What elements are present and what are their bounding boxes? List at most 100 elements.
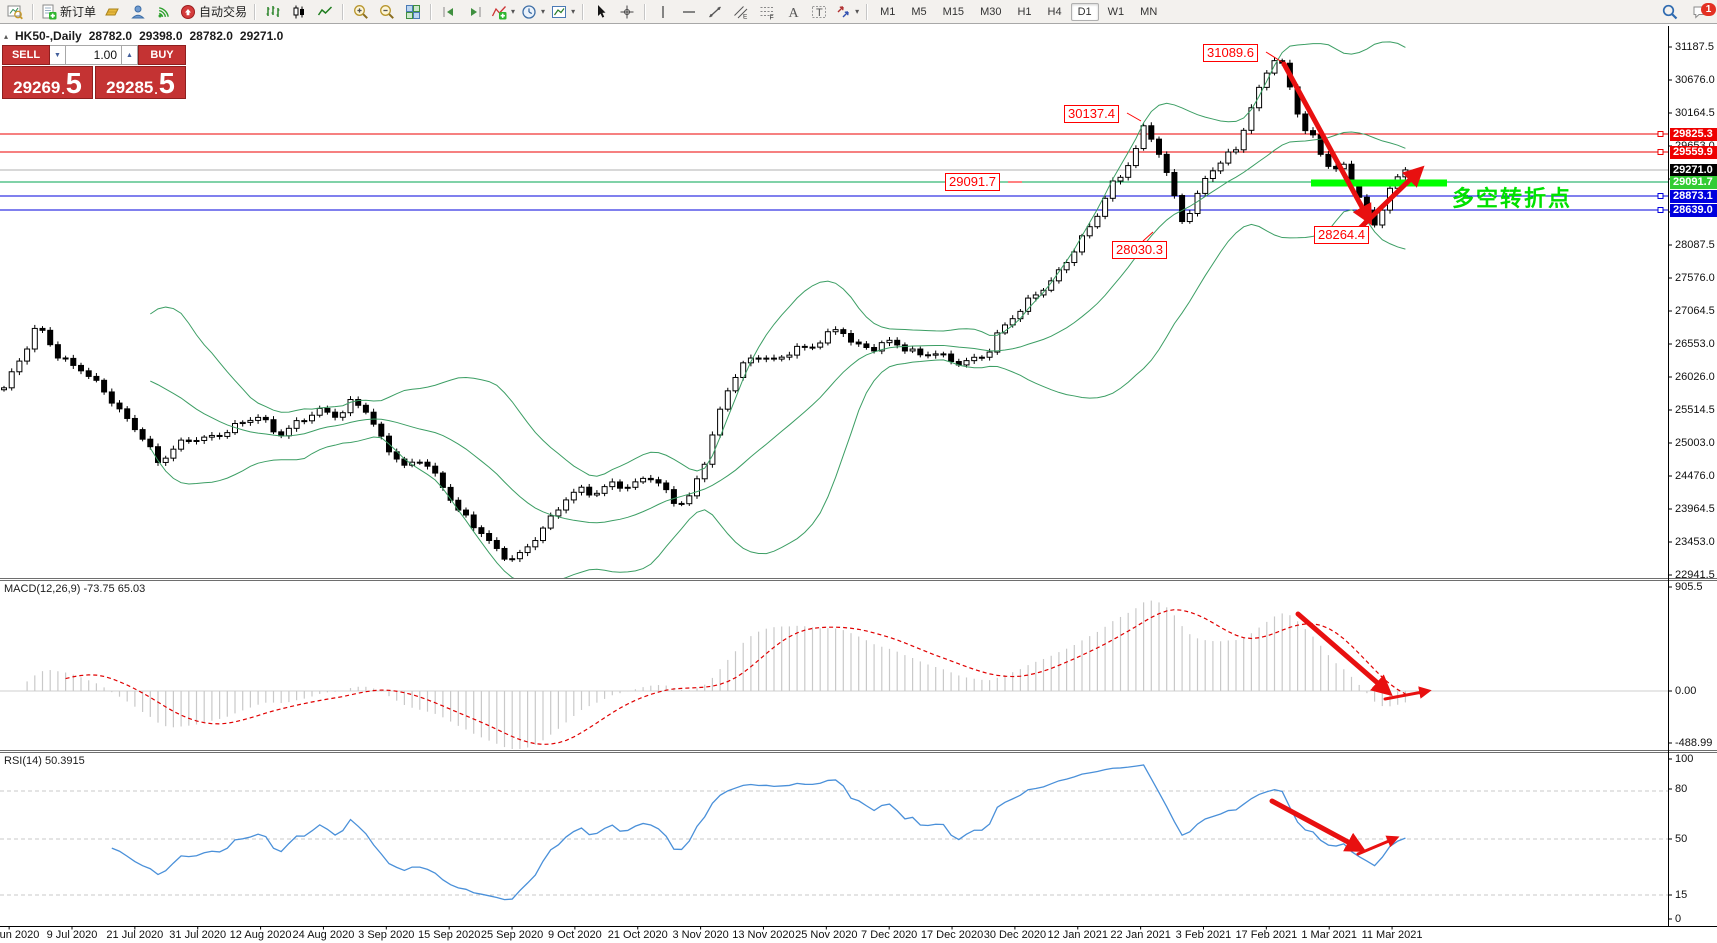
svg-text:E: E [743,13,748,20]
level-marker[interactable] [1657,149,1664,155]
date-tick-label: 7 Dec 2020 [861,929,918,941]
templates-button[interactable]: ▾ [548,1,578,23]
vline-icon [662,5,664,18]
timeframe-m5-button[interactable]: M5 [911,5,927,18]
bollinger-bands [149,41,1406,578]
timeframe-m15-button[interactable]: M15 [942,5,965,18]
trend-arrow[interactable] [1354,165,1425,234]
date-tick-label: 21 Jul 2020 [106,929,164,941]
timeframe-w1-button[interactable]: W1 [1107,5,1125,18]
linechart-icon [317,5,333,15]
text-label-button[interactable]: T [806,1,832,23]
search-button[interactable] [1657,1,1683,23]
cursor-button[interactable] [588,1,614,23]
date-tick-label: 22 Jan 2021 [1110,929,1171,941]
trend-arrow[interactable] [1281,61,1373,226]
toolbar-right-group: 1 [1657,0,1716,23]
market-button[interactable] [99,1,125,23]
cursor-icon [598,4,606,18]
date-tick-label: 3 Sep 2020 [358,929,415,941]
periods-dropdown-caret[interactable]: ▾ [541,7,546,16]
candles-icon [293,5,305,18]
timeframe-d1-button[interactable]: D1 [1070,2,1099,21]
equidistant-channel-button[interactable]: E [728,1,754,23]
text-button[interactable]: A [780,1,806,23]
trendline-button[interactable] [702,1,728,23]
auto-scroll-button[interactable] [436,1,462,23]
timeframe-h1-button[interactable]: H1 [1017,5,1032,18]
zoom-out-button[interactable] [374,1,400,23]
level-marker[interactable] [1657,131,1664,137]
price-marker-29091.7[interactable]: 29091.7 [945,173,1000,191]
volume-decrement-button[interactable]: ▼ [50,45,66,65]
tile-windows-button[interactable] [400,1,426,23]
templates-dropdown-caret[interactable]: ▾ [571,7,576,16]
indicators-dropdown-caret[interactable]: ▾ [511,7,516,16]
ohlc-low: 28782.0 [189,29,233,43]
notifications-button[interactable]: 1 [1687,1,1716,23]
bar-chart-mode-button[interactable] [260,1,286,23]
vertical-line-button[interactable] [650,1,676,23]
candlestick-mode-button[interactable] [286,1,312,23]
price-tick-label: 26026.0 [1675,371,1715,383]
level-marker[interactable] [1657,207,1664,213]
main-chart-pane[interactable] [0,26,1717,578]
trend-arrow[interactable] [1295,611,1393,697]
autotrading-button[interactable]: 自动交易 [177,1,250,23]
date-tick-label: 9 Jul 2020 [46,929,98,941]
chart-shift-button[interactable] [462,1,488,23]
timeframe-mn-button[interactable]: MN [1140,5,1158,18]
autotrade-icon [181,4,196,19]
arrows-tool-dropdown-caret[interactable]: ▾ [855,7,860,16]
line-chart-mode-button[interactable] [312,1,338,23]
new-order-button[interactable]: 新订单 [38,1,99,23]
new-order-label: 新订单 [60,5,97,19]
level-marker[interactable] [1657,193,1664,199]
volume-increment-button[interactable]: ▲ [122,45,138,65]
new-chart-button[interactable] [2,1,28,23]
one-click-toggle-icon[interactable]: ▴ [4,31,9,41]
volume-input[interactable]: 1.00 [66,45,122,65]
arrows-tool-button[interactable]: ▾ [832,1,862,23]
timeframe-m30-button[interactable]: M30 [980,5,1002,18]
date-tick-label: 9 Oct 2020 [547,929,602,941]
symbol-title: HK50-,Daily [15,29,82,43]
date-tick-label: 17 Feb 2021 [1235,929,1298,941]
zoom-in-button[interactable] [348,1,374,23]
date-tick-label: 25 Jun 2020 [0,929,40,941]
price-marker-28030.3[interactable]: 28030.3 [1112,241,1167,259]
horizontal-line-button[interactable] [676,1,702,23]
date-tick-label: 31 Jul 2020 [169,929,227,941]
date-tick-label: 25 Nov 2020 [795,929,858,941]
macd-axis-label: -488.99 [1675,737,1713,749]
fibonacci-retracement-button[interactable]: F [754,1,780,23]
trend-arrow[interactable] [1356,835,1400,856]
autoscroll-icon [443,6,454,17]
timeframe-h4-button[interactable]: H4 [1047,5,1062,18]
community-button[interactable] [125,1,151,23]
crosshair-button[interactable] [614,1,640,23]
trend-arrow[interactable] [1383,686,1432,701]
timeframe-m1-button[interactable]: M1 [880,5,896,18]
indicators-button[interactable]: ▾ [488,1,518,23]
date-tick-label: 12 Jan 2021 [1047,929,1109,941]
price-marker-30137.4[interactable]: 30137.4 [1064,105,1119,123]
price-tick-label: 26553.0 [1675,338,1715,350]
signals-button[interactable] [151,1,177,23]
svg-text:F: F [770,14,774,20]
trend-arrow[interactable] [1269,798,1367,852]
price-tick-label: 22941.5 [1675,569,1715,581]
turning-point-annotation[interactable]: 多空转折点 [1452,186,1573,211]
sell-price[interactable]: 29269. 5 [2,66,93,99]
svg-text:A: A [789,6,800,20]
sell-button[interactable]: SELL [2,45,50,65]
buy-button[interactable]: BUY [138,45,186,65]
price-level-badge: 29091.7 [1670,175,1717,189]
price-marker-28264.4[interactable]: 28264.4 [1314,226,1369,244]
hline-icon [683,10,696,13]
buy-price[interactable]: 29285. 5 [95,66,186,99]
trendline-icon [709,6,722,17]
price-marker-31089.6[interactable]: 31089.6 [1203,44,1258,62]
periods-button[interactable]: ▾ [518,1,548,23]
